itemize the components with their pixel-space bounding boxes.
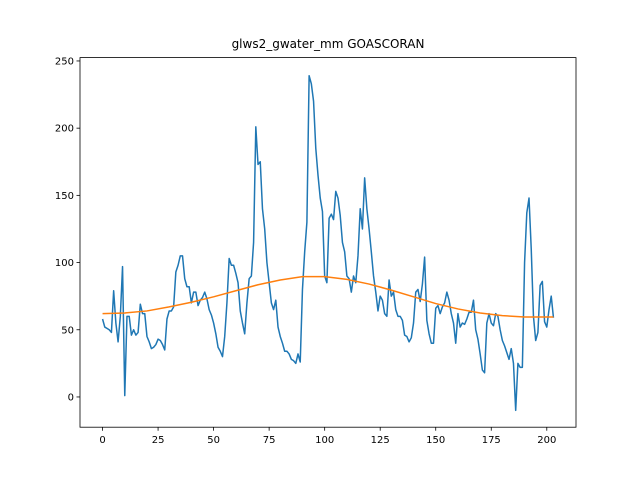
- data-line: [102, 275, 554, 318]
- x-tick-label: 200: [537, 435, 556, 446]
- data-line: [101, 74, 555, 412]
- y-tick-label: 250: [55, 56, 74, 67]
- y-tick-label: 150: [55, 191, 74, 202]
- x-tick-label: 50: [207, 435, 220, 446]
- y-tick-label: 0: [68, 392, 74, 403]
- x-tick-label: 100: [315, 435, 334, 446]
- y-tick-label: 100: [55, 258, 74, 269]
- x-tick-label: 150: [426, 435, 445, 446]
- x-tick-label: 25: [152, 435, 165, 446]
- y-tick-label: 50: [61, 325, 74, 336]
- x-tick-label: 0: [99, 435, 105, 446]
- x-tick-label: 175: [482, 435, 501, 446]
- y-tick-label: 200: [55, 124, 74, 135]
- x-tick-label: 125: [371, 435, 390, 446]
- x-tick-label: 75: [263, 435, 276, 446]
- plot-frame: [79, 57, 577, 428]
- chart-title: glws2_gwater_mm GOASCORAN: [232, 37, 425, 51]
